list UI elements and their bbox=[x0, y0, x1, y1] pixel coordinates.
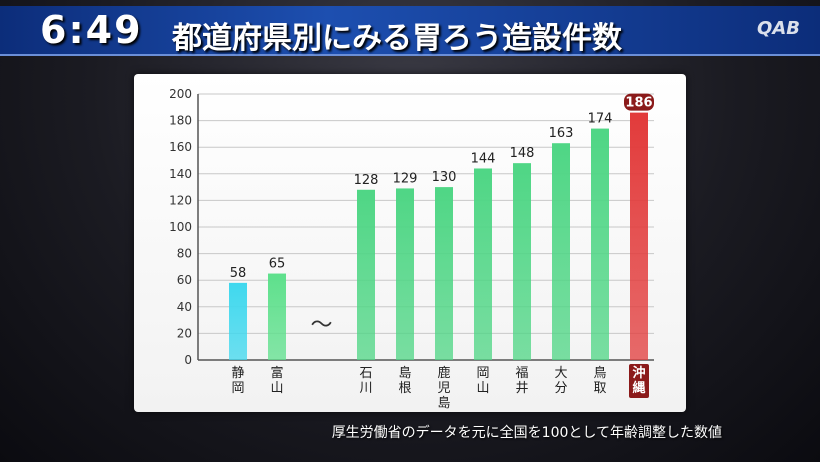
x-tick-label: 石川 bbox=[359, 366, 372, 396]
data-label: 128 bbox=[354, 173, 379, 188]
y-tick-label: 200 bbox=[169, 87, 192, 101]
x-tick-label: 鹿児島 bbox=[437, 365, 450, 411]
y-tick-label: 120 bbox=[169, 193, 192, 207]
clock: 6:49 bbox=[40, 8, 143, 52]
data-label: 129 bbox=[393, 171, 418, 186]
y-tick-label: 40 bbox=[177, 300, 192, 314]
highlight-category-badge bbox=[629, 364, 649, 398]
bar-3 bbox=[357, 189, 375, 360]
footnote: 厚生労働省のデータを元に全国を100として年齢調整した数値 bbox=[331, 425, 722, 441]
highlight-value-badge bbox=[624, 93, 654, 111]
bar-9 bbox=[591, 128, 609, 360]
bar-2 bbox=[268, 273, 286, 360]
y-tick-label: 140 bbox=[169, 167, 192, 181]
y-tick-label: 100 bbox=[169, 220, 192, 234]
y-tick-label: 0 bbox=[184, 353, 192, 367]
header-banner: 6:49 都道府県別にみる胃ろう造設件数 QAB bbox=[0, 6, 820, 56]
data-label: 163 bbox=[549, 126, 574, 141]
page-title: 都道府県別にみる胃ろう造設件数 bbox=[172, 21, 622, 56]
x-tick-label: 静岡 bbox=[231, 366, 244, 396]
x-tick-label: 鳥取 bbox=[593, 366, 606, 396]
x-tick-label: 沖縄 bbox=[632, 365, 645, 396]
x-tick-label: 大分 bbox=[554, 366, 567, 396]
bar-6 bbox=[474, 168, 492, 360]
chart-panel: 0 20 40 60 80 100 120 140 160 180 200 〜 58 静岡 65 富山 128 石… bbox=[134, 74, 686, 412]
channel-logo: QAB bbox=[757, 18, 800, 39]
bar-4 bbox=[396, 188, 414, 360]
y-tick-label: 80 bbox=[177, 247, 192, 261]
y-tick-label: 160 bbox=[169, 140, 192, 154]
data-label: 144 bbox=[471, 151, 496, 166]
axis-break-symbol: 〜 bbox=[310, 313, 332, 338]
bar-10 bbox=[630, 112, 648, 360]
y-tick-label: 60 bbox=[177, 273, 192, 287]
data-label: 174 bbox=[588, 112, 613, 127]
x-tick-label: 福井 bbox=[515, 366, 528, 396]
bar-chart: 0 20 40 60 80 100 120 140 160 180 200 〜 58 静岡 65 富山 128 石… bbox=[169, 87, 654, 411]
y-tick-label: 180 bbox=[169, 114, 192, 128]
data-label: 186 bbox=[625, 96, 652, 111]
y-tick-label: 20 bbox=[177, 326, 192, 340]
data-label: 130 bbox=[432, 170, 457, 185]
x-tick-label: 島根 bbox=[398, 366, 411, 396]
x-tick-label: 富山 bbox=[270, 365, 283, 396]
data-label: 65 bbox=[269, 257, 286, 272]
bar-5 bbox=[435, 187, 453, 360]
bar-1 bbox=[229, 282, 247, 360]
data-label: 148 bbox=[510, 146, 535, 161]
x-tick-label: 岡山 bbox=[476, 366, 489, 396]
data-label: 58 bbox=[230, 266, 247, 281]
bar-7 bbox=[513, 163, 531, 360]
bar-8 bbox=[552, 143, 570, 360]
